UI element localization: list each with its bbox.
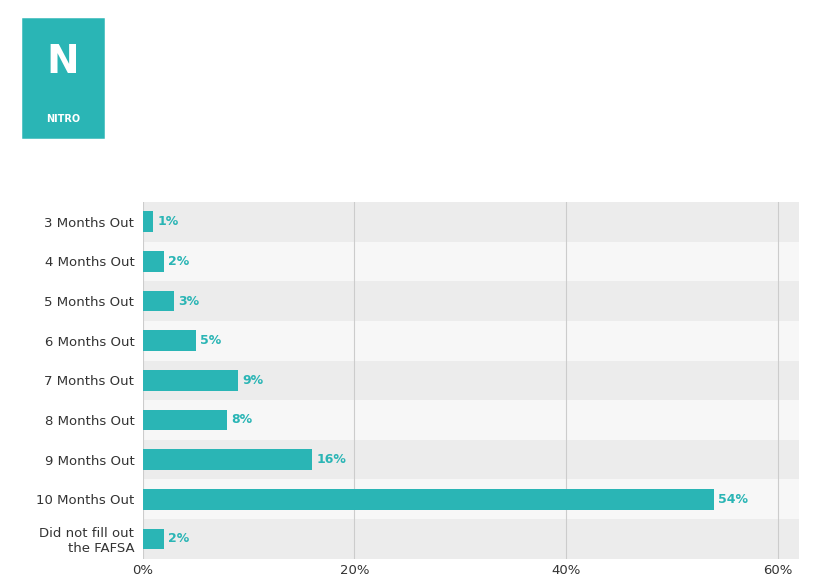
Text: 16%: 16% [316,453,346,466]
Text: 8%: 8% [231,413,253,427]
Text: 2%: 2% [168,533,189,545]
Bar [143,202,799,242]
Text: 1%: 1% [157,215,178,228]
Text: 3%: 3% [178,294,200,307]
Bar [143,519,799,559]
Text: 54%: 54% [718,493,748,506]
Bar [143,291,174,311]
Bar [143,242,799,281]
Bar [143,321,799,360]
Bar [143,370,238,391]
Bar [143,360,799,400]
Bar [143,211,153,232]
Bar [143,449,312,470]
Text: 9%: 9% [242,374,263,387]
Bar [143,410,227,430]
Bar [143,440,799,480]
Text: N: N [46,42,80,80]
Bar [143,281,799,321]
Bar [143,400,799,440]
FancyBboxPatch shape [20,16,106,140]
Bar [143,331,196,351]
Bar [143,528,164,549]
Bar [143,251,164,272]
Text: 5%: 5% [200,334,221,347]
Text: NITRO: NITRO [46,113,80,124]
Bar [143,489,714,510]
Text: you or your child fill out the FAFSA?: you or your child fill out the FAFSA? [132,101,639,126]
Bar [143,480,799,519]
Text: 2%: 2% [168,255,189,268]
Text: How many months out from enrollment did: How many months out from enrollment did [132,38,742,62]
